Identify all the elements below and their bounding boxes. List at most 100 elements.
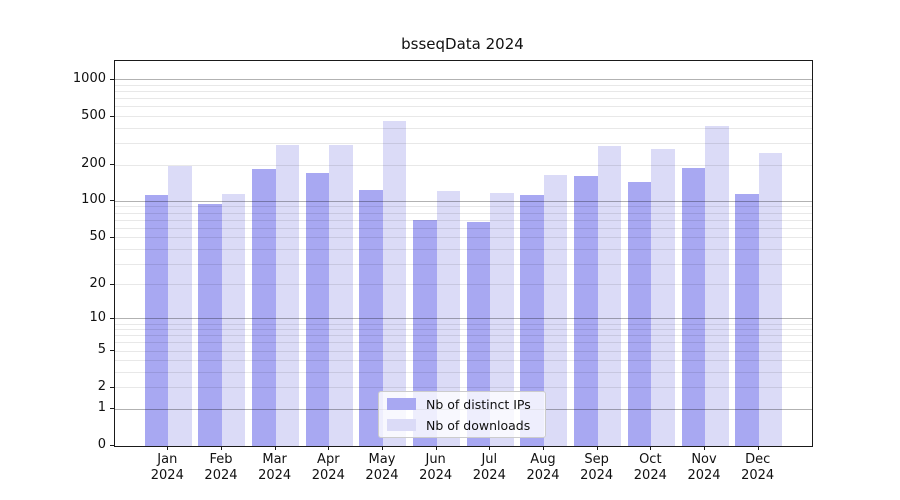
x-tick-label: Jun 2024	[406, 452, 466, 484]
x-tick-label: Apr 2024	[298, 452, 358, 484]
x-tick-year: 2024	[741, 468, 775, 483]
y-gridline-minor	[115, 91, 812, 93]
x-axis-tick	[650, 446, 652, 450]
bar-distinct-ips	[144, 195, 169, 446]
x-axis-tick	[435, 446, 437, 450]
bar-distinct-ips	[305, 173, 330, 446]
x-axis-tick	[489, 446, 491, 450]
plot-area	[114, 60, 813, 447]
x-axis-tick	[274, 446, 276, 450]
x-tick-month: May	[368, 452, 396, 467]
bar-distinct-ips	[520, 194, 544, 446]
x-tick-month: Dec	[745, 452, 771, 467]
y-axis-tick	[110, 445, 114, 446]
bar-downloads	[168, 165, 192, 446]
x-tick-year: 2024	[150, 468, 184, 483]
bar-downloads	[758, 152, 783, 446]
bar-distinct-ips	[198, 204, 222, 446]
x-tick-year: 2024	[419, 468, 453, 483]
x-tick-year: 2024	[687, 468, 721, 483]
legend-row: Nb of downloads	[379, 416, 545, 434]
x-tick-label: Mar 2024	[245, 452, 305, 484]
legend-row: Nb of distinct IPs	[379, 395, 545, 413]
x-tick-year: 2024	[258, 468, 292, 483]
bar-distinct-ips	[413, 220, 437, 446]
bar-distinct-ips	[574, 176, 598, 446]
x-axis-tick	[328, 446, 330, 450]
y-tick-label: 20	[89, 275, 106, 291]
x-tick-year: 2024	[472, 468, 506, 483]
legend: Nb of distinct IPs Nb of downloads	[378, 391, 546, 438]
chart-title: bsseqData 2024	[401, 35, 524, 53]
y-gridline-minor	[115, 85, 812, 87]
legend-swatch	[387, 398, 416, 410]
x-tick-month: Nov	[691, 452, 717, 467]
bar-distinct-ips	[466, 221, 491, 446]
x-tick-year: 2024	[580, 468, 614, 483]
y-tick-label: 2	[97, 378, 106, 394]
y-axis-tick	[110, 236, 114, 238]
y-axis-tick	[110, 283, 114, 285]
bar-downloads	[490, 192, 514, 446]
x-tick-month: Mar	[262, 452, 287, 467]
x-tick-label: Sep 2024	[567, 452, 627, 484]
x-tick-label: Feb 2024	[191, 452, 251, 484]
x-tick-year: 2024	[526, 468, 560, 483]
x-axis-tick	[542, 446, 544, 450]
x-axis-tick	[704, 446, 705, 450]
y-tick-label: 10	[89, 309, 106, 325]
y-tick-label: 5	[97, 342, 106, 358]
x-tick-month: Jun	[425, 452, 446, 467]
bar-downloads	[597, 146, 622, 446]
x-axis-tick	[381, 446, 383, 450]
x-tick-month: Jan	[157, 452, 178, 467]
bar-distinct-ips	[681, 167, 705, 446]
y-gridline-minor	[115, 116, 812, 118]
y-tick-label: 100	[81, 192, 106, 208]
bar-distinct-ips	[359, 190, 383, 446]
y-tick-label: 1	[97, 400, 106, 416]
y-gridline-major	[115, 79, 812, 81]
bar-downloads	[275, 144, 300, 446]
y-axis-tick	[110, 386, 114, 388]
bar-downloads	[651, 149, 675, 446]
bar-distinct-ips	[735, 194, 759, 446]
y-axis-tick	[110, 115, 114, 117]
bar-distinct-ips	[252, 168, 276, 446]
x-tick-month: Feb	[209, 452, 233, 467]
y-axis-tick	[110, 317, 114, 319]
x-tick-label: Aug 2024	[513, 452, 573, 484]
x-axis-tick	[167, 446, 169, 450]
legend-label: Nb of distinct IPs	[426, 396, 531, 412]
x-tick-month: Oct	[639, 452, 662, 467]
y-tick-label: 500	[81, 107, 106, 123]
y-axis-tick	[110, 408, 114, 410]
legend-swatch	[387, 419, 416, 431]
x-tick-year: 2024	[633, 468, 667, 483]
bar-downloads	[543, 174, 568, 446]
y-axis-tick	[110, 78, 114, 80]
x-tick-label: Nov 2024	[674, 452, 734, 484]
x-axis-tick	[596, 446, 598, 450]
x-tick-label: Jan 2024	[137, 452, 197, 484]
y-tick-label: 200	[81, 156, 106, 171]
x-tick-label: Dec 2024	[728, 452, 788, 484]
bar-distinct-ips	[627, 182, 652, 446]
bar-downloads	[705, 125, 729, 446]
y-tick-label: 50	[89, 228, 106, 244]
bar-downloads	[382, 121, 407, 446]
x-tick-month: Jul	[481, 452, 498, 467]
x-tick-label: Jul 2024	[459, 452, 519, 484]
legend-label: Nb of downloads	[426, 417, 531, 433]
x-tick-label: May 2024	[352, 452, 412, 484]
y-axis-tick	[110, 164, 114, 165]
y-gridline-minor	[115, 106, 812, 108]
x-tick-month: Apr	[317, 452, 340, 467]
x-axis-tick	[757, 446, 759, 450]
y-tick-label: 0	[97, 437, 106, 452]
x-axis-tick	[220, 446, 222, 450]
y-axis-tick	[110, 200, 114, 202]
y-gridline-minor	[115, 98, 812, 100]
bar-downloads	[329, 144, 353, 446]
